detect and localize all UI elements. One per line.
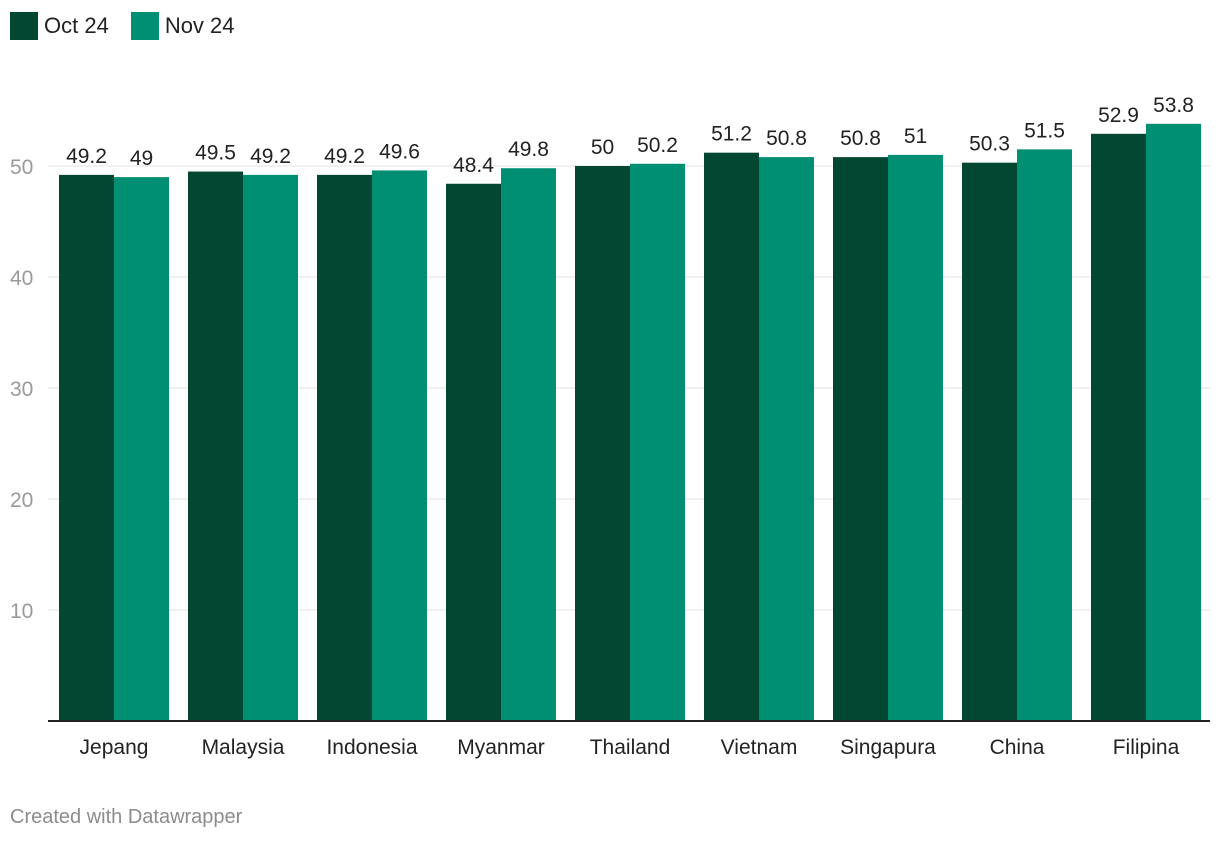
y-tick-label: 30 bbox=[10, 378, 33, 401]
data-label: 49.2 bbox=[324, 145, 365, 168]
data-label: 49.6 bbox=[379, 140, 420, 163]
data-label: 50.8 bbox=[766, 127, 807, 150]
x-tick-label: Singapura bbox=[840, 736, 936, 759]
data-label: 51 bbox=[904, 125, 927, 148]
data-label: 48.4 bbox=[453, 154, 494, 177]
bar bbox=[759, 157, 814, 721]
legend: Oct 24 Nov 24 bbox=[10, 12, 235, 40]
data-label: 50.2 bbox=[637, 134, 678, 157]
data-label: 49.2 bbox=[66, 145, 107, 168]
datawrapper-credit: Created with Datawrapper bbox=[10, 806, 243, 828]
data-label: 51.5 bbox=[1024, 119, 1065, 142]
bar bbox=[243, 174, 298, 721]
bar bbox=[630, 163, 685, 721]
x-tick-label: Vietnam bbox=[721, 736, 798, 759]
bar bbox=[114, 177, 169, 722]
data-label: 50 bbox=[591, 136, 614, 159]
x-tick-label: Jepang bbox=[80, 736, 149, 759]
x-tick-label: Filipina bbox=[1113, 736, 1180, 759]
y-tick-label: 50 bbox=[10, 156, 33, 179]
bar bbox=[446, 183, 501, 721]
y-tick-label: 20 bbox=[10, 489, 33, 512]
bar bbox=[317, 174, 372, 721]
bar bbox=[372, 170, 427, 721]
bar bbox=[1091, 133, 1146, 721]
bar bbox=[888, 154, 943, 721]
bar bbox=[501, 168, 556, 722]
data-label: 51.2 bbox=[711, 123, 752, 146]
data-label: 50.3 bbox=[969, 133, 1010, 156]
legend-item-nov-24: Nov 24 bbox=[130, 12, 235, 40]
x-tick-label: Indonesia bbox=[326, 736, 417, 759]
bar bbox=[1017, 149, 1072, 722]
data-label: 52.9 bbox=[1098, 104, 1139, 127]
bar bbox=[188, 171, 243, 722]
x-tick-label: China bbox=[990, 736, 1045, 759]
x-tick-label: Malaysia bbox=[202, 736, 285, 759]
bar bbox=[704, 152, 759, 721]
legend-label-oct-24: Oct 24 bbox=[44, 13, 109, 38]
bar bbox=[575, 166, 630, 721]
legend-label-nov-24: Nov 24 bbox=[164, 13, 235, 38]
data-label: 53.8 bbox=[1153, 94, 1194, 117]
bar bbox=[962, 162, 1017, 722]
y-tick-label: 10 bbox=[10, 600, 33, 623]
data-label: 49 bbox=[130, 147, 153, 170]
bar bbox=[59, 174, 114, 721]
legend-swatch-oct-24 bbox=[10, 12, 38, 40]
legend-item-oct-24: Oct 24 bbox=[10, 12, 109, 40]
bar bbox=[1146, 123, 1201, 721]
bar bbox=[833, 157, 888, 721]
y-tick-label: 40 bbox=[10, 267, 33, 290]
data-label: 49.5 bbox=[195, 142, 236, 165]
legend-swatch-nov-24 bbox=[130, 12, 159, 40]
x-tick-label: Thailand bbox=[590, 736, 671, 759]
data-label: 49.8 bbox=[508, 138, 549, 161]
data-label: 50.8 bbox=[840, 127, 881, 150]
data-label: 49.2 bbox=[250, 145, 291, 168]
x-tick-label: Myanmar bbox=[457, 736, 545, 759]
